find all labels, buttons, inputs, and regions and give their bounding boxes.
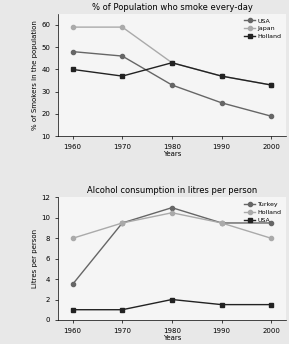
Legend: USA, Japan, Holland: USA, Japan, Holland (243, 17, 283, 41)
Japan (220, 74, 223, 78)
Line: Holland: Holland (71, 211, 273, 240)
Line: Japan: Japan (71, 25, 273, 87)
Title: Alcohol consumption in litres per person: Alcohol consumption in litres per person (87, 186, 257, 195)
Holland (170, 211, 174, 215)
Turkey (71, 282, 75, 286)
USA (220, 303, 223, 307)
Holland (71, 236, 75, 240)
USA (220, 101, 223, 105)
USA (71, 50, 75, 54)
Turkey (269, 221, 273, 225)
Line: USA: USA (71, 298, 273, 312)
Holland (220, 221, 223, 225)
Line: Holland: Holland (71, 61, 273, 87)
Turkey (121, 221, 124, 225)
Line: Turkey: Turkey (71, 206, 273, 286)
USA (269, 114, 273, 118)
Holland (121, 74, 124, 78)
Title: % of Population who smoke every-day: % of Population who smoke every-day (92, 3, 252, 12)
Japan (71, 25, 75, 29)
Legend: Turkey, Holland, USA: Turkey, Holland, USA (243, 201, 283, 224)
USA (170, 298, 174, 302)
USA (121, 308, 124, 312)
Turkey (170, 206, 174, 210)
USA (269, 303, 273, 307)
USA (121, 54, 124, 58)
X-axis label: Years: Years (163, 335, 181, 341)
Holland (269, 83, 273, 87)
Japan (121, 25, 124, 29)
Holland (269, 236, 273, 240)
USA (71, 308, 75, 312)
Turkey (220, 221, 223, 225)
USA (170, 83, 174, 87)
X-axis label: Years: Years (163, 151, 181, 157)
Line: USA: USA (71, 50, 273, 118)
Japan (170, 61, 174, 65)
Holland (220, 74, 223, 78)
Y-axis label: % of Smokers in the population: % of Smokers in the population (32, 20, 38, 130)
Holland (170, 61, 174, 65)
Japan (269, 83, 273, 87)
Holland (121, 221, 124, 225)
Holland (71, 67, 75, 72)
Y-axis label: Litres per person: Litres per person (32, 229, 38, 288)
